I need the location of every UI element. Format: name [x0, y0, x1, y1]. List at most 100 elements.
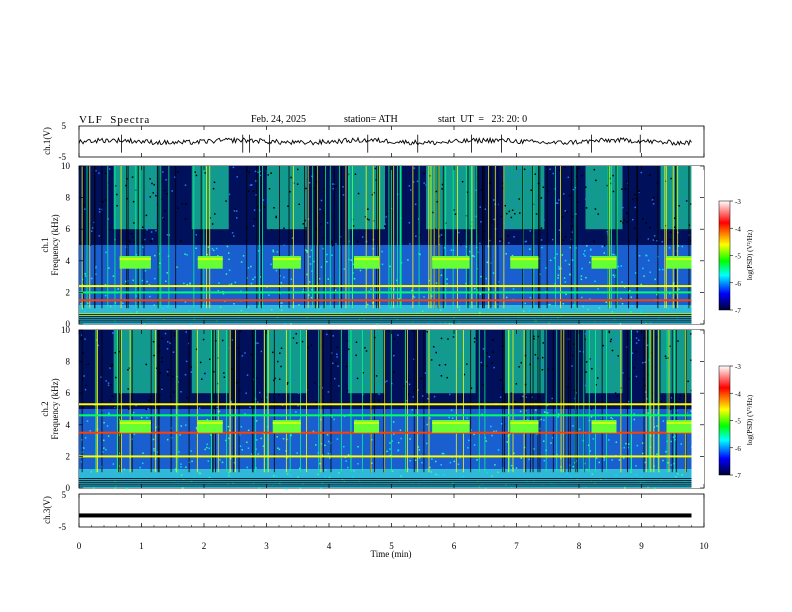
- spec-speckle: [587, 308, 589, 311]
- spec-speckle: [612, 174, 614, 177]
- spec-speckle: [433, 350, 435, 353]
- spec-impulse-line: [538, 166, 540, 309]
- spec-speckle: [663, 217, 665, 220]
- spec-speckle: [434, 460, 437, 463]
- spec-speckle: [640, 171, 643, 174]
- spec-speckle: [276, 436, 278, 438]
- spec-impulse-line: [470, 330, 472, 473]
- spec-speckle: [678, 205, 680, 207]
- spec-speckle: [108, 413, 110, 415]
- spec-speckle: [615, 474, 617, 476]
- spec-speckle: [209, 217, 211, 219]
- spec-speckle: [171, 190, 173, 192]
- spec-speckle: [130, 233, 133, 235]
- spec-speckle: [672, 282, 675, 284]
- spec-speckle: [245, 392, 247, 394]
- spec-speckle: [522, 395, 524, 398]
- spec-burst-area: [585, 330, 623, 394]
- spec-speckle: [654, 278, 656, 281]
- spec-speckle: [336, 353, 338, 355]
- spec-speckle: [279, 352, 281, 354]
- spec-impulse-line: [546, 166, 548, 309]
- spec-speckle: [516, 187, 519, 190]
- spec-transmitter-highlight: [510, 258, 539, 261]
- spec-speckle: [278, 393, 280, 396]
- spec-speckle: [124, 280, 127, 283]
- spec-speckle: [540, 197, 543, 199]
- ch1-spikes: [121, 134, 641, 153]
- spec-speckle: [643, 275, 645, 277]
- spec-speckle: [263, 206, 266, 208]
- spec-speckle: [195, 174, 198, 177]
- ch1-colorbar-label: log(PSD) (V²/Hz): [746, 229, 754, 280]
- spec-speckle: [585, 186, 587, 188]
- spec-speckle: [486, 261, 489, 264]
- spec-speckle: [583, 250, 586, 252]
- spec-speckle: [342, 194, 345, 196]
- spec-speckle: [239, 352, 241, 355]
- spec-impulse-line: [158, 330, 160, 473]
- spec-speckle: [611, 459, 613, 461]
- spec-speckle: [312, 430, 315, 433]
- spec-speckle: [352, 476, 354, 478]
- spec-speckle: [435, 473, 437, 476]
- spec-transmitter-block: [354, 256, 379, 269]
- spec-speckle: [593, 168, 596, 171]
- spec-speckle: [268, 294, 270, 296]
- spec-impulse-line: [160, 166, 162, 309]
- spec-impulse-line: [119, 330, 121, 473]
- spec-speckle: [254, 170, 257, 173]
- spec-speckle: [597, 213, 600, 215]
- spec-speckle: [211, 182, 213, 184]
- spec-speckle: [559, 399, 561, 401]
- spec-speckle: [557, 416, 559, 418]
- x-tick-label: 4: [327, 541, 332, 551]
- spec-speckle: [631, 305, 633, 307]
- spec-speckle: [689, 348, 692, 351]
- spec-speckle: [305, 227, 307, 229]
- spec-transmitter-highlight: [666, 422, 692, 425]
- spec-speckle: [326, 333, 328, 336]
- spec-impulse-line: [378, 166, 380, 309]
- spec-speckle: [499, 396, 502, 398]
- spec-impulse-line: [688, 166, 690, 309]
- spec-speckle: [571, 231, 573, 233]
- spec-transmitter-block: [119, 256, 151, 269]
- spec-speckle: [460, 243, 462, 246]
- spec-speckle: [114, 352, 116, 354]
- spec-speckle: [480, 221, 482, 223]
- spec-speckle: [313, 260, 315, 263]
- spec-speckle: [104, 294, 107, 297]
- spec-speckle: [511, 226, 513, 229]
- spec-speckle: [464, 335, 466, 337]
- spec-speckle: [204, 374, 206, 377]
- spec-speckle: [372, 331, 375, 334]
- spec-speckle: [443, 452, 445, 455]
- spec-speckle: [247, 190, 250, 192]
- spec-speckle: [419, 253, 422, 256]
- colorbar-tick-label: -7: [735, 472, 741, 480]
- spec-speckle: [438, 235, 441, 238]
- spec-speckle: [414, 203, 417, 206]
- spec-impulse-line: [522, 166, 524, 309]
- spec-impulse-line: [312, 166, 314, 309]
- spec-speckle: [309, 263, 312, 265]
- spec-speckle: [408, 383, 411, 386]
- spec-horizontal-band: [79, 403, 692, 406]
- spec-speckle: [611, 311, 614, 313]
- spec-speckle: [126, 487, 128, 490]
- spec-speckle: [180, 240, 182, 242]
- y-tick-label: 2: [66, 287, 71, 297]
- spec-speckle: [80, 460, 83, 463]
- spec-impulse-line: [423, 330, 425, 473]
- spec-speckle: [135, 404, 137, 407]
- y-tick-label: 4: [66, 420, 71, 430]
- spec-speckle: [206, 418, 209, 421]
- spec-speckle: [290, 370, 292, 372]
- spec-speckle: [667, 357, 669, 359]
- spec-speckle: [652, 196, 655, 199]
- spec-speckle: [652, 239, 655, 241]
- spec-speckle: [462, 475, 464, 478]
- spec-speckle: [320, 266, 323, 268]
- spec-speckle: [286, 383, 288, 385]
